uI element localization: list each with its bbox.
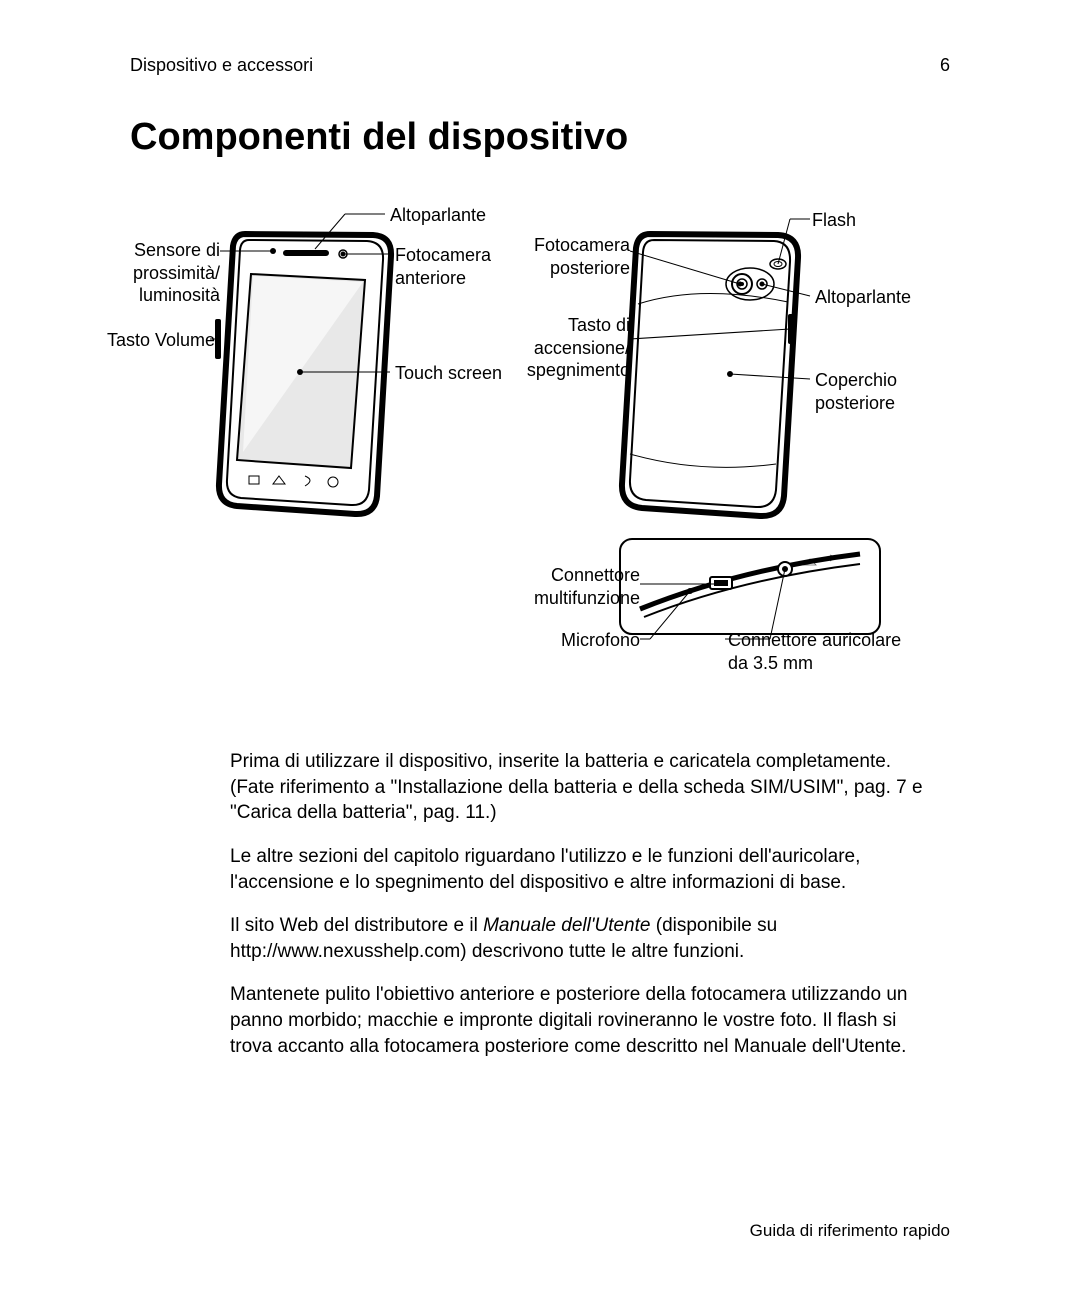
device-diagram: Sensore diprossimità/luminosità Tasto Vo… (130, 199, 950, 719)
body-text: Prima di utilizzare il dispositivo, inse… (230, 749, 940, 1059)
footer-text: Guida di riferimento rapido (750, 1221, 950, 1241)
label-proximity-sensor: Sensore diprossimità/luminosità (125, 239, 220, 307)
page-header: Dispositivo e accessori 6 (130, 55, 950, 76)
paragraph-4: Mantenete pulito l'obiettivo anteriore e… (230, 982, 940, 1059)
label-back-cover: Coperchioposteriore (815, 369, 897, 414)
page-number: 6 (940, 55, 950, 76)
label-multifunction-connector: Connettoremultifunzione (525, 564, 640, 609)
label-microphone: Microfono (550, 629, 640, 652)
page-title: Componenti del dispositivo (130, 116, 950, 159)
label-volume-key: Tasto Volume (95, 329, 215, 352)
section-name: Dispositivo e accessori (130, 55, 313, 76)
label-power-key: Tasto diaccensione/spegnimento (515, 314, 630, 382)
paragraph-3: Il sito Web del distributore e il Manual… (230, 913, 940, 964)
paragraph-2: Le altre sezioni del capitolo riguardano… (230, 844, 940, 895)
label-headphone-jack: Connettore auricolareda 3.5 mm (728, 629, 901, 674)
label-rear-camera: Fotocameraposteriore (525, 234, 630, 279)
label-speaker-back: Altoparlante (815, 286, 911, 309)
label-speaker-front: Altoparlante (390, 204, 486, 227)
paragraph-1: Prima di utilizzare il dispositivo, inse… (230, 749, 940, 826)
label-front-camera: Fotocameraanteriore (395, 244, 491, 289)
label-flash: Flash (812, 209, 856, 232)
label-touch-screen: Touch screen (395, 362, 502, 385)
